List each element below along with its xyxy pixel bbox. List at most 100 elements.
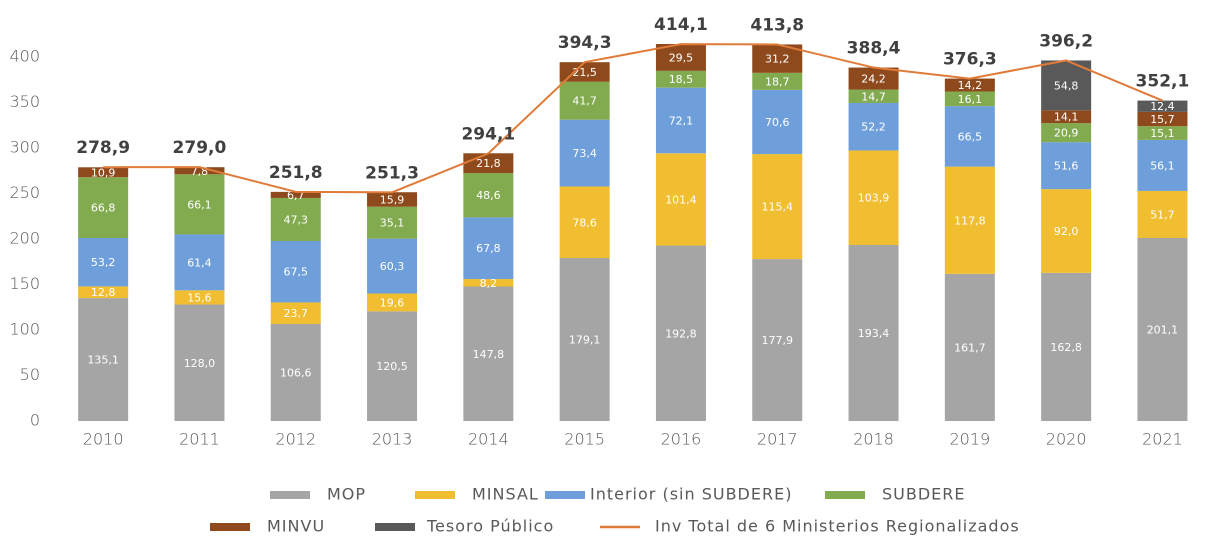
bar-segment [752, 154, 803, 260]
legend-label: MINSAL [472, 485, 539, 504]
data-label: 103,9 [858, 192, 890, 205]
data-label: 12,8 [91, 286, 116, 299]
data-label: 47,3 [284, 213, 309, 226]
legend-swatch [825, 491, 865, 499]
bar-segment [1041, 60, 1092, 111]
data-label: 128,0 [184, 357, 216, 370]
bar-segment [752, 89, 803, 155]
total-label: 251,8 [269, 163, 323, 183]
bar-segment [655, 245, 706, 421]
data-label: 56,1 [1150, 159, 1175, 172]
data-label: 67,8 [476, 242, 501, 255]
data-label: 31,2 [765, 53, 790, 66]
total-label: 396,2 [1039, 31, 1093, 51]
x-tick-label: 2010 [83, 430, 124, 449]
data-label: 66,5 [958, 130, 983, 143]
bar-segment [1137, 100, 1188, 112]
data-label: 73,4 [572, 147, 597, 160]
bar-segment [174, 234, 225, 291]
x-tick-label: 2019 [949, 430, 990, 449]
data-label: 51,7 [1150, 208, 1175, 221]
data-label: 117,8 [954, 214, 986, 227]
legend-label: Interior (sin SUBDERE) [590, 485, 792, 504]
data-label: 66,1 [187, 198, 212, 211]
data-label: 8,2 [480, 277, 498, 290]
bar-segment [78, 167, 129, 178]
bar-segment [944, 106, 995, 167]
bar-segment [944, 166, 995, 274]
data-label: 20,9 [1054, 127, 1079, 140]
bar-segment [1137, 111, 1188, 127]
data-label: 51,6 [1054, 160, 1079, 173]
data-label: 201,1 [1147, 323, 1179, 336]
legend-swatch [270, 491, 310, 499]
data-label: 92,0 [1054, 225, 1079, 238]
bar-segment [78, 237, 129, 287]
bar-segment [848, 102, 899, 151]
data-label: 60,3 [380, 260, 405, 273]
bar-segment [270, 323, 321, 421]
bar-segment [1137, 139, 1188, 191]
data-label: 115,4 [762, 201, 794, 214]
data-label: 106,6 [280, 366, 312, 379]
legend-swatch [210, 523, 250, 531]
bar-segment [78, 286, 129, 299]
legend-swatch [545, 491, 585, 499]
bar-segment [559, 81, 610, 120]
bar-segment [559, 119, 610, 187]
y-tick-label: 350 [9, 92, 40, 111]
bar-segment [174, 304, 225, 421]
data-label: 70,6 [765, 116, 790, 129]
legend-swatch [375, 523, 415, 531]
y-tick-label: 100 [9, 320, 40, 339]
bar-segment [270, 302, 321, 324]
y-tick-label: 400 [9, 47, 40, 66]
data-label: 15,9 [380, 193, 405, 206]
legend-label: Tesoro Público [426, 517, 554, 536]
bar-segment [174, 167, 225, 175]
legend-label: Inv Total de 6 Ministerios Regionalizado… [655, 517, 1020, 536]
bar-segment [367, 192, 418, 207]
total-label: 394,3 [558, 33, 612, 53]
data-label: 192,8 [665, 327, 697, 340]
data-label: 101,4 [665, 193, 697, 206]
data-label: 54,8 [1054, 79, 1079, 92]
y-tick-label: 300 [9, 138, 40, 157]
data-label: 67,5 [284, 266, 309, 279]
x-tick-label: 2018 [853, 430, 894, 449]
y-tick-label: 150 [9, 274, 40, 293]
data-label: 161,7 [954, 341, 986, 354]
data-label: 18,7 [765, 75, 790, 88]
data-label: 15,6 [187, 291, 212, 304]
data-label: 16,1 [958, 93, 983, 106]
total-label: 352,1 [1136, 72, 1190, 92]
data-label: 29,5 [669, 51, 694, 64]
data-label: 179,1 [569, 334, 601, 347]
data-label: 177,9 [762, 334, 794, 347]
x-tick-label: 2013 [372, 430, 413, 449]
bar-segment [463, 286, 514, 421]
bar-segment [1137, 237, 1188, 421]
bar-segment [1041, 189, 1092, 273]
y-tick-label: 250 [9, 183, 40, 202]
bar-segment [463, 173, 514, 218]
total-label: 414,1 [654, 15, 708, 35]
bar-segment [559, 62, 610, 82]
bar-segment [559, 258, 610, 421]
data-label: 14,2 [958, 79, 983, 92]
bar-segment [367, 238, 418, 294]
bar-segment [944, 78, 995, 92]
legend-label: MINVU [267, 517, 325, 536]
bar-segment [463, 217, 514, 280]
x-tick-label: 2021 [1142, 430, 1183, 449]
bar-segment [655, 153, 706, 246]
bar-segment [1137, 190, 1188, 238]
bar-segment [848, 67, 899, 90]
data-label: 12,4 [1150, 100, 1175, 113]
bar-segment [270, 191, 321, 198]
bar-segment [848, 245, 899, 421]
data-label: 61,4 [187, 256, 212, 269]
bar-segment [559, 186, 610, 259]
data-label: 10,9 [91, 166, 116, 179]
